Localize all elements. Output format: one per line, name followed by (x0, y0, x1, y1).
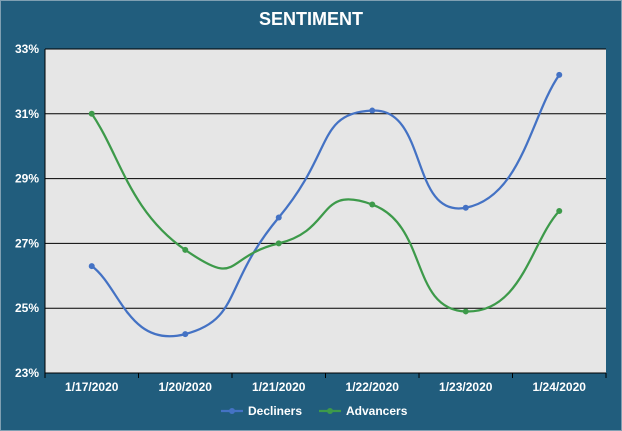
data-point-decliners (462, 204, 469, 211)
x-tick-label: 1/23/2020 (439, 380, 493, 394)
x-tick-label: 1/22/2020 (346, 380, 400, 394)
x-tick-label: 1/20/2020 (159, 380, 213, 394)
x-tick-label: 1/24/2020 (533, 380, 587, 394)
y-tick-label: 27% (15, 236, 39, 250)
data-point-decliners (182, 331, 189, 338)
y-tick-label: 31% (15, 107, 39, 121)
data-point-advancers (88, 110, 95, 117)
data-point-decliners (275, 214, 282, 221)
legend-label-advancers: Advancers (346, 404, 408, 418)
legend-marker-decliners (229, 408, 235, 414)
y-tick-label: 29% (15, 172, 39, 186)
series-line-advancers (90, 113, 561, 313)
x-tick-label: 1/21/2020 (252, 380, 306, 394)
legend-label-decliners: Decliners (248, 404, 302, 418)
data-point-advancers (462, 308, 469, 315)
data-point-decliners (369, 107, 376, 114)
data-point-advancers (182, 246, 189, 253)
y-tick-label: 25% (15, 301, 39, 315)
data-point-advancers (556, 208, 563, 214)
y-tick-label: 23% (15, 366, 39, 380)
y-tick-label: 33% (15, 42, 39, 56)
data-point-decliners (556, 71, 563, 78)
x-tick-label: 1/17/2020 (65, 380, 119, 394)
legend-marker-advancers (327, 408, 333, 414)
data-point-advancers (369, 201, 376, 208)
data-point-advancers (275, 240, 282, 247)
data-point-decliners (88, 263, 95, 270)
chart-title: SENTIMENT (258, 9, 363, 29)
series-line-decliners (91, 74, 561, 338)
